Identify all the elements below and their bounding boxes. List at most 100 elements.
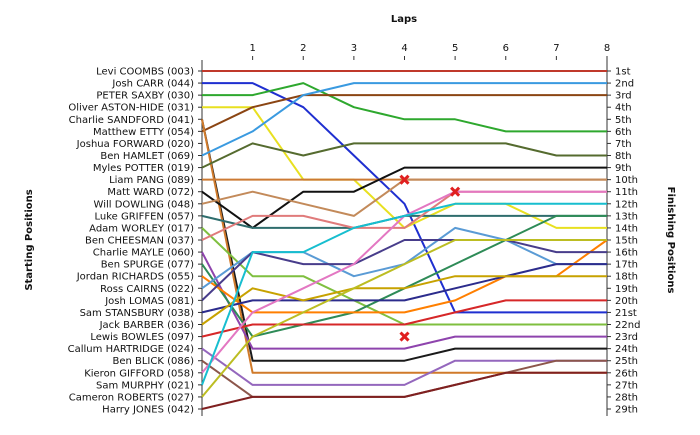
series-line-2 (202, 82, 607, 314)
series-line-8 (201, 82, 607, 157)
starting-position-label: PETER SAXBY (030) (96, 91, 194, 102)
series-line-9 (201, 142, 607, 169)
y-axis-left-title: Starting Positions (24, 189, 35, 290)
finishing-position-label: 16th (615, 248, 638, 259)
starting-position-label: Levi COOMBS (003) (96, 67, 194, 78)
starting-position-label: Joshua FORWARD (020) (76, 139, 194, 150)
series-line-28 (201, 239, 607, 398)
finishing-position-label: 17th (615, 260, 638, 271)
starting-position-label: Oliver ASTON-HIDE (031) (68, 103, 194, 114)
x-tick-label: 4 (401, 43, 407, 54)
series-line-19 (201, 226, 607, 290)
starting-position-label: Matthew ETTY (054) (93, 127, 194, 138)
starting-position-label: Charlie MAYLE (060) (93, 248, 194, 259)
series-line-23 (201, 299, 607, 338)
starting-position-label: Adam WORLEY (017) (89, 223, 194, 234)
series-line-21 (201, 263, 607, 314)
finishing-position-label: 2nd (615, 79, 634, 90)
series-line-24 (201, 347, 607, 386)
starting-position-label: Will DOWLING (048) (94, 199, 195, 210)
finishing-position-label: 6th (615, 127, 632, 138)
finishing-position-label: 19th (615, 284, 638, 295)
starting-position-label: Kieron GIFFORD (058) (84, 368, 194, 379)
finishing-position-label: 28th (615, 392, 638, 403)
x-tick-label: 3 (351, 43, 357, 54)
finishing-position-label: 8th (615, 151, 632, 162)
starting-position-label: Sam STANSBURY (038) (80, 308, 195, 319)
starting-position-label: Ross CAIRNS (022) (100, 284, 194, 295)
series-line-26 (201, 190, 607, 374)
finishing-position-label: 13th (615, 211, 638, 222)
starting-position-label: Cameron ROBERTS (027) (69, 392, 194, 403)
retirement-cross-stroke (399, 174, 410, 185)
starting-position-label: Josh LOMAS (081) (104, 296, 194, 307)
finishing-position-label: 9th (615, 163, 632, 174)
starting-position-label: Ben CHEESMAN (037) (85, 236, 194, 247)
series-line-11 (201, 166, 607, 229)
starting-position-label: Jack BARBER (036) (99, 320, 194, 331)
finishing-position-label: 18th (615, 272, 638, 283)
starting-position-label: Charlie SANDFORD (041) (69, 115, 194, 126)
finishing-position-label: 20th (615, 296, 638, 307)
starting-position-label: Luke GRIFFEN (057) (94, 211, 194, 222)
finishing-position-label: 4th (615, 103, 632, 114)
starting-position-label: Ben HAMLET (069) (100, 151, 194, 162)
finishing-position-label: 14th (615, 223, 638, 234)
retirement-marker (450, 186, 461, 197)
finishing-position-label: 15th (615, 236, 638, 247)
x-axis-title: Laps (391, 14, 417, 25)
retirement-markers-layer (399, 174, 461, 342)
finishing-position-label: 3rd (615, 91, 632, 102)
starting-position-label: Josh CARR (044) (111, 79, 194, 90)
starting-position-label: Jordan RICHARDS (055) (76, 272, 194, 283)
x-tick-label: 8 (604, 43, 610, 54)
starting-position-label: Lewis BOWLES (097) (90, 332, 194, 343)
starting-position-label: Myles POTTER (019) (93, 163, 194, 174)
starting-position-label: Matt WARD (072) (107, 187, 194, 198)
finishing-position-label: 26th (615, 368, 638, 379)
finishing-position-label: 5th (615, 115, 632, 126)
finishing-position-label: 7th (615, 139, 632, 150)
finishing-position-label: 10th (615, 175, 638, 186)
finishing-position-label: 24th (615, 344, 638, 355)
starting-position-label: Sam MURPHY (021) (96, 380, 194, 391)
finishing-position-label: 1st (615, 67, 631, 78)
series-line-25 (201, 359, 607, 398)
series-line-6 (201, 94, 607, 133)
labels-layer: 1 2 3 4 5 6 7 8 Levi COOMBS (003)Josh CARR (044)… (68, 43, 641, 416)
series-line-20 (201, 239, 607, 302)
series-line-12 (201, 178, 607, 217)
series-line-3 (202, 82, 607, 133)
x-tick-label: 1 (249, 43, 255, 54)
x-tick-label: 6 (503, 43, 509, 54)
series-line-29 (201, 371, 607, 410)
finishing-position-label: 12th (615, 199, 638, 210)
starting-position-label: Ben SPURGE (077) (101, 260, 194, 271)
x-tick-label: 7 (553, 43, 559, 54)
starting-position-label: Callum HARTRIDGE (024) (68, 344, 194, 355)
series-line-27 (201, 202, 607, 386)
x-tick-label: 2 (300, 43, 306, 54)
series-line-13 (201, 214, 607, 229)
retirement-marker (399, 331, 410, 342)
starting-position-label: Liam PANG (089) (109, 175, 194, 186)
finishing-position-label: 27th (615, 380, 638, 391)
series-layer (201, 70, 608, 410)
x-tick-label: 5 (452, 43, 458, 54)
retirement-cross-stroke (399, 331, 410, 342)
series-line-5 (201, 119, 607, 362)
finishing-position-label: 22nd (615, 320, 640, 331)
retirement-cross-stroke (450, 186, 461, 197)
finishing-position-label: 29th (615, 405, 638, 416)
starting-position-label: Harry JONES (042) (102, 405, 194, 416)
series-line-16 (201, 251, 607, 350)
y-axis-right-title: Finishing Positions (665, 187, 676, 294)
series-line-22 (201, 275, 607, 326)
finishing-position-label: 25th (615, 356, 638, 367)
finishing-position-label: 11th (615, 187, 638, 198)
finishing-position-label: 23rd (615, 332, 638, 343)
finishing-position-label: 21st (615, 308, 637, 319)
starting-position-label: Ben BLICK (086) (112, 356, 194, 367)
